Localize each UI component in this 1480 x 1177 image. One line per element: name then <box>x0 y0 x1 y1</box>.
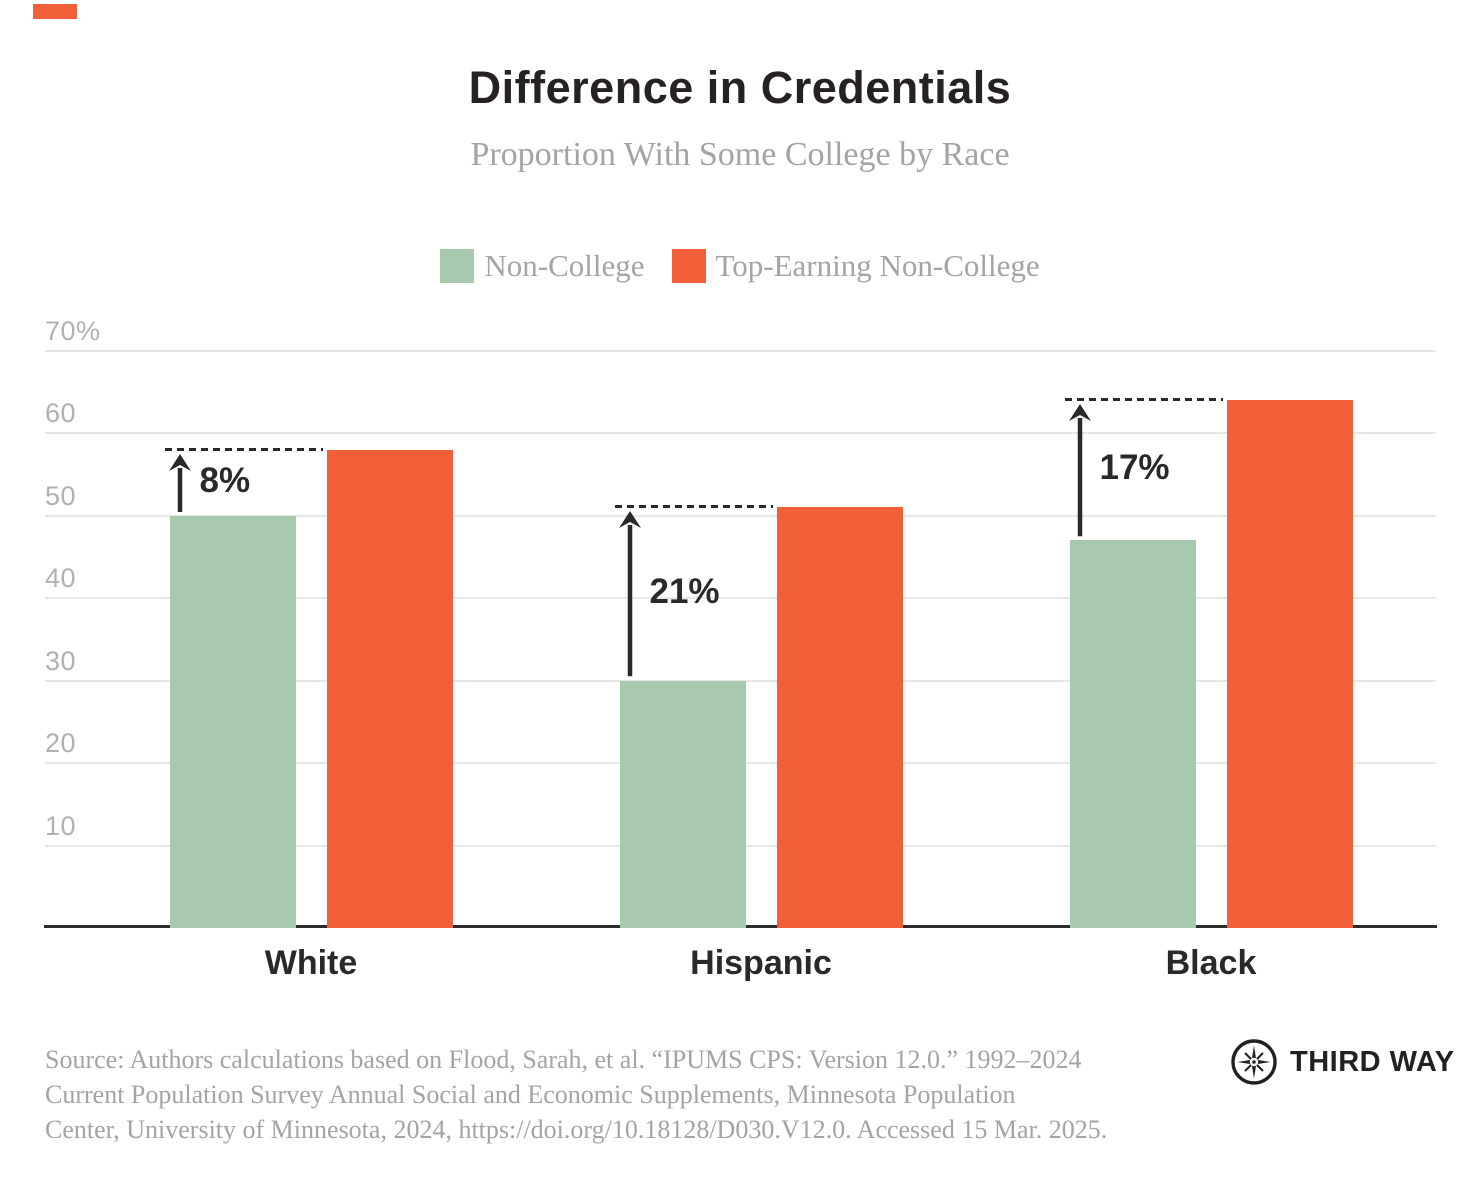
gridline-60 <box>45 432 1436 434</box>
diff-arrow-black <box>1068 404 1091 537</box>
y-tick-70: 70% <box>45 315 101 346</box>
logo-wordmark: THIRD WAY <box>1290 1045 1455 1078</box>
source-line-2: Current Population Survey Annual Social … <box>45 1080 1016 1109</box>
y-tick-30: 30 <box>45 645 77 676</box>
bar-non-college-black <box>1069 540 1196 928</box>
diff-dashed-line-hispanic <box>614 505 773 509</box>
category-label-hispanic: Hispanic <box>690 944 832 982</box>
legend: Non-College Top-Earning Non-College <box>0 248 1480 284</box>
gridline-40 <box>45 597 1436 599</box>
legend-item-top-earning: Top-Earning Non-College <box>671 248 1040 284</box>
y-tick-10: 10 <box>45 810 77 841</box>
diff-label-white: 8% <box>199 460 251 500</box>
source-note: Source: Authors calculations based on Fl… <box>45 1042 1205 1147</box>
legend-label-top-earning: Top-Earning Non-College <box>715 248 1040 283</box>
bar-non-college-white <box>169 515 296 928</box>
source-line-3: Center, University of Minnesota, 2024, h… <box>45 1115 1108 1144</box>
legend-swatch-green <box>440 249 475 283</box>
source-line-1: Source: Authors calculations based on Fl… <box>45 1045 1082 1074</box>
bar-top-earning-white <box>326 449 453 928</box>
diff-arrow-hispanic <box>618 511 641 677</box>
legend-label-non-college: Non-College <box>484 248 645 283</box>
bar-top-earning-hispanic <box>776 507 903 928</box>
chart-title: Difference in Credentials <box>468 62 1012 113</box>
y-tick-60: 60 <box>45 398 77 428</box>
third-way-logo: THIRD WAY <box>1230 1038 1455 1086</box>
chart-subtitle: Proportion With Some College by Race <box>470 136 1010 173</box>
bar-non-college-hispanic <box>619 680 746 928</box>
legend-item-non-college: Non-College <box>440 248 645 284</box>
category-label-white: White <box>264 944 358 982</box>
gridline-50 <box>45 514 1436 517</box>
diff-dashed-line-white <box>164 447 323 451</box>
diff-dashed-line-black <box>1064 398 1223 401</box>
diff-label-hispanic: 21% <box>649 571 720 611</box>
category-label-black: Black <box>1165 944 1257 982</box>
gridline-70 <box>45 349 1436 352</box>
diff-arrow-white <box>168 453 191 512</box>
compass-icon <box>1231 1039 1277 1085</box>
bar-top-earning-black <box>1226 400 1353 928</box>
brand-accent-bar <box>33 4 77 19</box>
legend-swatch-orange <box>671 249 706 283</box>
y-tick-40: 40 <box>45 563 77 593</box>
diff-label-black: 17% <box>1099 448 1170 488</box>
y-tick-50: 50 <box>45 480 77 511</box>
y-tick-20: 20 <box>45 728 77 758</box>
